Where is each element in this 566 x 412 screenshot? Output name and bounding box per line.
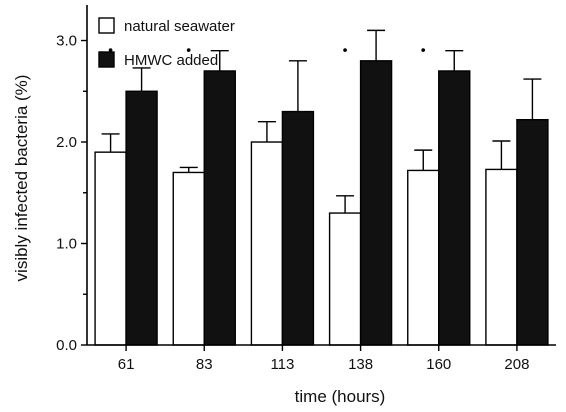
bar-hmwc-added-160 xyxy=(438,70,471,346)
significance-marker-160: • xyxy=(421,42,426,58)
bar-natural-seawater-138 xyxy=(328,212,362,346)
bar-hmwc-added-208 xyxy=(516,118,549,346)
bar-natural-seawater-83 xyxy=(172,171,205,346)
significance-marker-138: • xyxy=(343,42,348,58)
significance-markers-group: • • • • xyxy=(108,42,426,58)
bar-hmwc-added-83 xyxy=(203,70,236,346)
x-tick-label-83: 83 xyxy=(196,356,213,373)
bar-hmwc-added-113 xyxy=(281,110,315,346)
bar-hmwc-added-138 xyxy=(359,60,393,346)
y-tick-label-2.0: 2.0 xyxy=(56,134,77,151)
y-tick-label-1.0: 1.0 xyxy=(56,236,77,253)
x-tick-label-113: 113 xyxy=(270,356,294,373)
legend: natural seawater HMWC added xyxy=(98,17,235,69)
x-tick-label-208: 208 xyxy=(504,356,529,373)
x-tick-label-61: 61 xyxy=(118,356,135,373)
significance-marker-61: • xyxy=(108,42,113,58)
legend-swatch-natural-seawater xyxy=(98,17,115,34)
significance-marker-83: • xyxy=(186,42,191,58)
bars-group xyxy=(94,60,549,346)
bar-natural-seawater-208 xyxy=(485,168,518,346)
legend-label-natural-seawater: natural seawater xyxy=(124,18,235,35)
x-tick-label-160: 160 xyxy=(426,356,451,373)
axes-group: 61 83 113 138 160 208 0.0 1.0 2.0 3.0 xyxy=(56,5,556,373)
x-axis-title: time (hours) xyxy=(295,387,386,406)
bar-hmwc-added-61 xyxy=(125,90,158,346)
bar-natural-seawater-113 xyxy=(250,141,284,346)
legend-swatch-hmwc-added xyxy=(98,51,115,68)
legend-label-hmwc-added: HMWC added xyxy=(124,52,218,69)
y-axis-title: visibly infected bacteria (%) xyxy=(12,75,31,282)
y-tick-label-3.0: 3.0 xyxy=(56,33,77,50)
bar-natural-seawater-160 xyxy=(407,169,440,346)
y-tick-label-0.0: 0.0 xyxy=(56,337,77,354)
x-tick-label-138: 138 xyxy=(348,356,373,373)
bar-natural-seawater-61 xyxy=(94,151,127,346)
error-bars-group xyxy=(101,29,542,214)
